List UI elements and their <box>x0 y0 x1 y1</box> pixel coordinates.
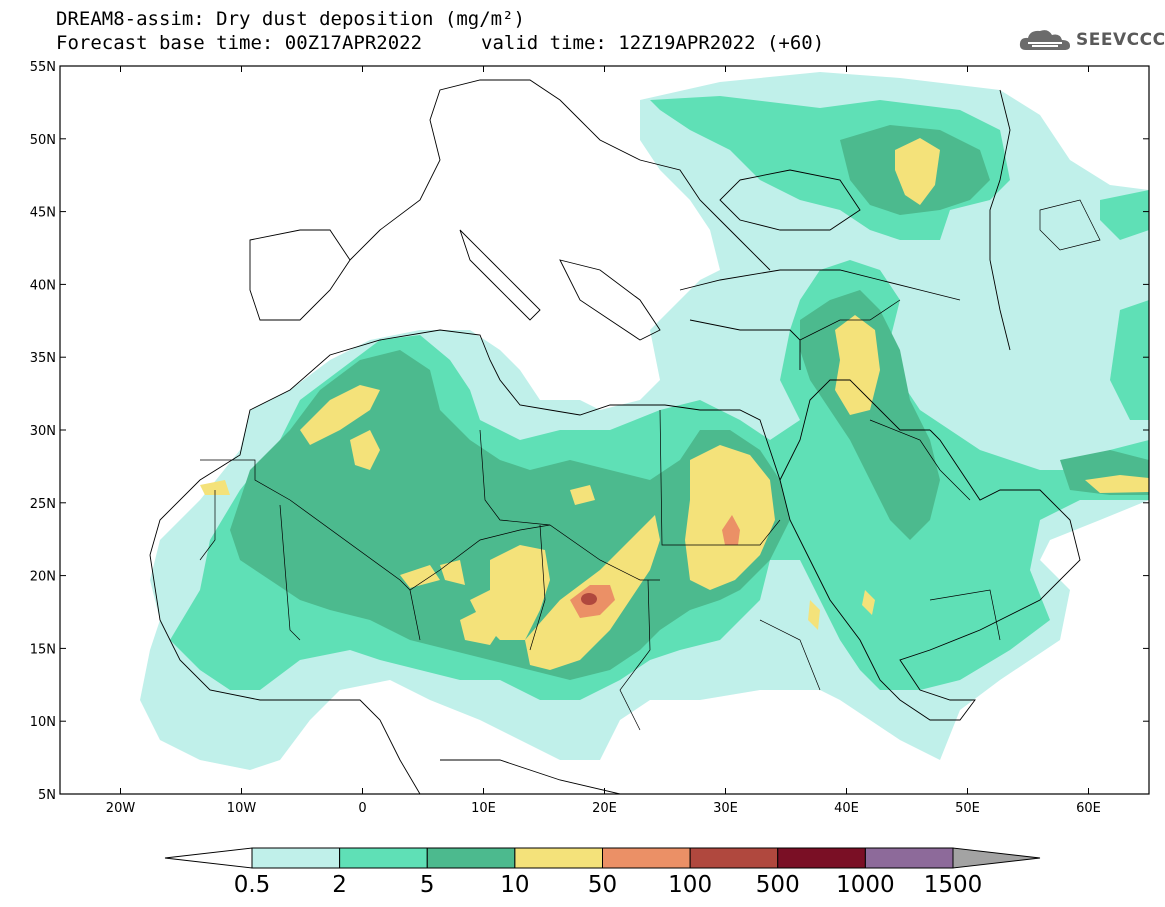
deposition-level-c2 <box>1100 190 1149 240</box>
colorbar-label: 500 <box>755 872 800 898</box>
lat-tick-label: 35N <box>30 351 56 366</box>
colorbar-label: 5 <box>419 872 435 898</box>
deposition-level-c10 <box>200 480 230 495</box>
coastlines <box>149 79 1081 794</box>
lat-tick-label: 45N <box>30 206 56 221</box>
deposition-level-c10 <box>350 430 380 470</box>
colorbar-label: 50 <box>587 872 618 898</box>
lon-tick-label: 20W <box>106 801 136 816</box>
colorbar-label: 0.5 <box>233 872 271 898</box>
lat-tick-label: 30N <box>30 424 56 439</box>
colorbar-label: 100 <box>668 872 713 898</box>
lat-tick-label: 5N <box>38 788 56 803</box>
deposition-level-c100 <box>581 593 597 605</box>
deposition-level-c10 <box>808 600 820 630</box>
lat-tick-label: 50N <box>30 133 56 148</box>
deposition-level-c10 <box>685 445 775 590</box>
deposition-level-c10 <box>570 485 595 505</box>
country-borders <box>199 199 1101 731</box>
lat-tick-label: 10N <box>30 715 56 730</box>
deposition-level-c10 <box>440 560 465 585</box>
lon-tick-label: 10W <box>227 801 257 816</box>
latitude-axis: 55N 50N 45N 40N 35N 30N 25N 20N 15N 10N 5N <box>30 60 1149 803</box>
colorbar-label: 10 <box>500 872 530 898</box>
deposition-level-c10 <box>470 545 550 640</box>
map-title: DREAM8-assim: Dry dust deposition (mg/m²… <box>56 8 525 30</box>
deposition-level-c10 <box>835 315 880 415</box>
deposition-level-c10 <box>400 565 440 588</box>
deposition-level-c10 <box>460 610 500 645</box>
lon-tick-label: 20E <box>592 801 617 816</box>
deposition-level-c10 <box>300 385 380 445</box>
longitude-axis: 20W 10W 0 10E 20E 30E 40E 50E 60E <box>106 66 1101 816</box>
base-time: Forecast base time: 00Z17APR2022 <box>56 32 423 54</box>
deposition-level-c5 <box>800 290 940 540</box>
seevccc-logo: SEEVCCC <box>1018 26 1165 56</box>
lat-tick-label: 40N <box>30 278 56 293</box>
cloud-logo-icon <box>1019 30 1070 50</box>
deposition-level-c10 <box>1085 475 1149 493</box>
lon-tick-label: 40E <box>834 801 859 816</box>
forecast-times: Forecast base time: 00Z17APR2022 valid ti… <box>56 32 824 54</box>
lat-tick-label: 55N <box>30 60 56 75</box>
deposition-level-c10 <box>895 138 940 205</box>
colorbar-label: 1000 <box>836 872 895 898</box>
lon-tick-label: 50E <box>955 801 980 816</box>
deposition-level-c10 <box>862 590 875 615</box>
lon-tick-label: 0 <box>358 801 366 816</box>
lat-tick-label: 20N <box>30 570 56 585</box>
colorbar-label: 1500 <box>923 872 983 898</box>
lon-tick-label: 60E <box>1076 801 1101 816</box>
logo-text: SEEVCCC <box>1076 30 1165 50</box>
lon-tick-label: 10E <box>471 801 496 816</box>
deposition-level-c2 <box>1110 300 1149 420</box>
lat-tick-label: 15N <box>30 642 56 657</box>
deposition-field <box>140 72 1149 794</box>
colorbar-label: 2 <box>332 872 347 898</box>
lat-tick-label: 25N <box>30 497 56 512</box>
lon-tick-label: 30E <box>713 801 738 816</box>
deposition-level-c50 <box>722 515 740 545</box>
valid-time: valid time: 12Z19APR2022 (+60) <box>481 32 825 54</box>
